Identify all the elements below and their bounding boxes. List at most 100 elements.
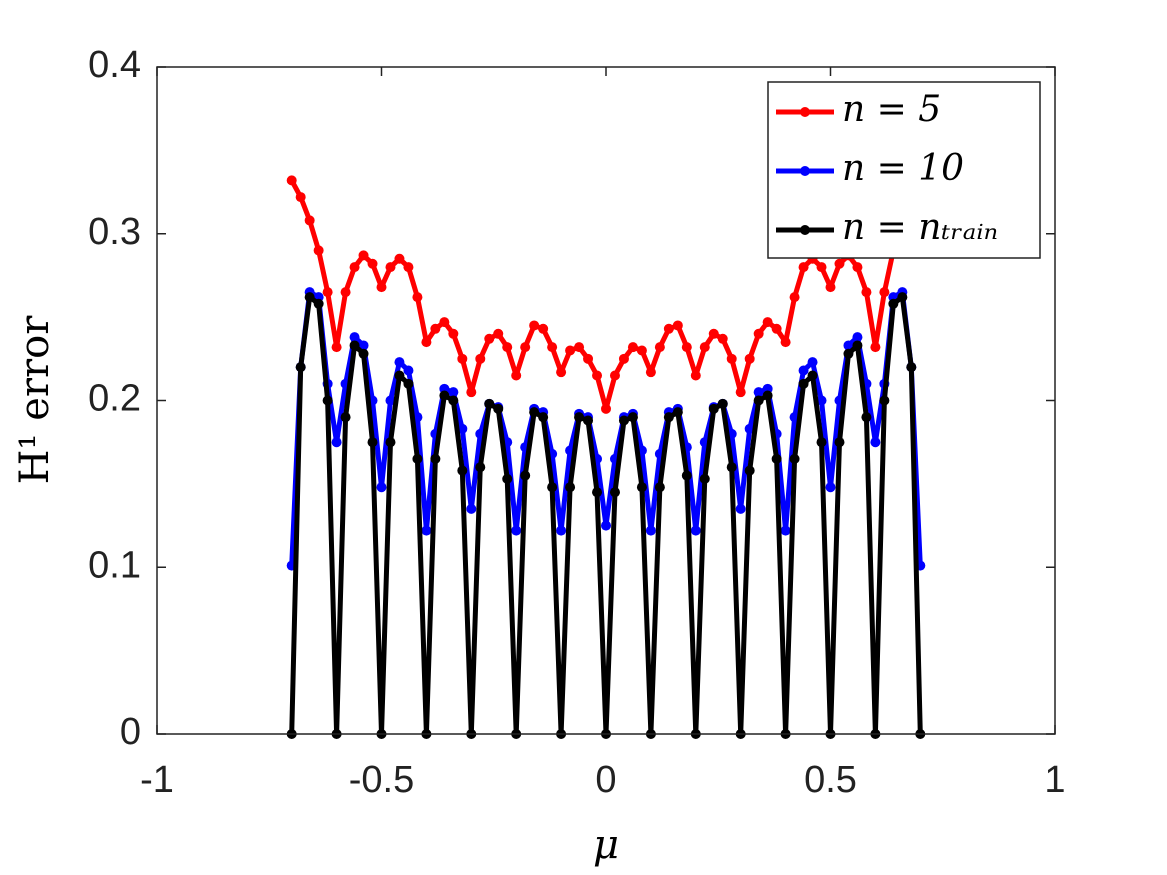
marker xyxy=(861,412,872,423)
marker xyxy=(636,482,647,493)
marker xyxy=(403,365,414,376)
marker xyxy=(574,412,585,423)
marker xyxy=(699,473,710,484)
marker xyxy=(843,348,854,359)
marker xyxy=(735,387,746,398)
marker xyxy=(349,332,360,343)
marker xyxy=(798,378,809,389)
marker xyxy=(403,262,414,273)
marker xyxy=(448,395,459,406)
marker xyxy=(834,437,845,448)
marker xyxy=(789,292,800,303)
marker xyxy=(448,387,459,398)
x-tick-label: 0 xyxy=(595,759,616,801)
marker xyxy=(565,345,576,356)
marker xyxy=(807,357,818,368)
marker xyxy=(735,503,746,514)
marker xyxy=(852,262,863,273)
marker xyxy=(457,465,468,476)
marker xyxy=(565,482,576,493)
marker xyxy=(807,370,818,381)
marker xyxy=(870,437,881,448)
marker xyxy=(376,482,387,493)
marker xyxy=(349,262,360,273)
marker xyxy=(717,398,728,409)
marker xyxy=(592,487,603,498)
marker xyxy=(340,412,351,423)
marker xyxy=(672,320,683,331)
marker xyxy=(430,453,441,464)
marker xyxy=(457,353,468,364)
marker xyxy=(295,192,306,203)
marker xyxy=(403,378,414,389)
x-axis-label: μ xyxy=(593,822,619,868)
marker xyxy=(520,342,531,353)
marker xyxy=(609,487,620,498)
y-tick-label: 0.3 xyxy=(88,211,141,253)
marker xyxy=(394,253,405,264)
marker xyxy=(466,387,477,398)
marker xyxy=(672,407,683,418)
x-tick-label: -0.5 xyxy=(349,759,414,801)
marker xyxy=(367,258,378,269)
marker xyxy=(475,353,486,364)
marker xyxy=(466,503,477,514)
marker xyxy=(520,470,531,481)
marker xyxy=(618,353,629,364)
marker xyxy=(358,250,369,261)
legend: n = 5 n = 10 n = nₜᵣₐᵢₙ xyxy=(767,81,1041,259)
marker xyxy=(654,482,665,493)
x-tick-label: -1 xyxy=(140,759,174,801)
marker xyxy=(663,323,674,334)
marker xyxy=(538,412,549,423)
marker xyxy=(529,407,540,418)
marker xyxy=(394,370,405,381)
marker xyxy=(538,323,549,334)
marker xyxy=(843,340,854,351)
marker xyxy=(556,367,567,378)
x-tick-label: 0.5 xyxy=(804,759,857,801)
marker xyxy=(879,287,890,298)
marker xyxy=(654,342,665,353)
y-axis-label: H¹ error xyxy=(12,315,58,485)
marker xyxy=(331,437,342,448)
marker xyxy=(493,403,504,414)
marker xyxy=(340,287,351,298)
legend-label: n = nₜᵣₐᵢₙ xyxy=(842,207,998,248)
marker xyxy=(457,423,468,434)
marker xyxy=(412,292,423,303)
marker xyxy=(681,470,692,481)
marker xyxy=(888,298,899,309)
marker xyxy=(627,342,638,353)
y-tick-label: 0.2 xyxy=(88,378,141,420)
marker xyxy=(618,415,629,426)
marker xyxy=(816,262,827,273)
marker xyxy=(601,403,611,414)
marker xyxy=(430,323,441,334)
marker xyxy=(717,333,728,344)
marker xyxy=(906,362,917,373)
marker xyxy=(286,175,297,186)
legend-marker xyxy=(800,166,810,176)
marker xyxy=(645,525,656,536)
marker xyxy=(816,437,827,448)
marker xyxy=(574,342,585,353)
marker xyxy=(547,342,558,353)
marker xyxy=(421,525,432,536)
marker xyxy=(852,340,863,351)
marker xyxy=(726,353,737,364)
marker xyxy=(295,362,306,373)
marker xyxy=(304,215,315,226)
marker xyxy=(511,370,522,381)
marker xyxy=(556,525,567,536)
marker xyxy=(601,520,611,531)
marker xyxy=(322,287,333,298)
marker xyxy=(484,333,495,344)
marker xyxy=(870,342,881,353)
marker xyxy=(313,245,324,256)
marker xyxy=(627,412,638,423)
marker xyxy=(484,398,495,409)
marker xyxy=(609,370,620,381)
marker xyxy=(502,342,513,353)
